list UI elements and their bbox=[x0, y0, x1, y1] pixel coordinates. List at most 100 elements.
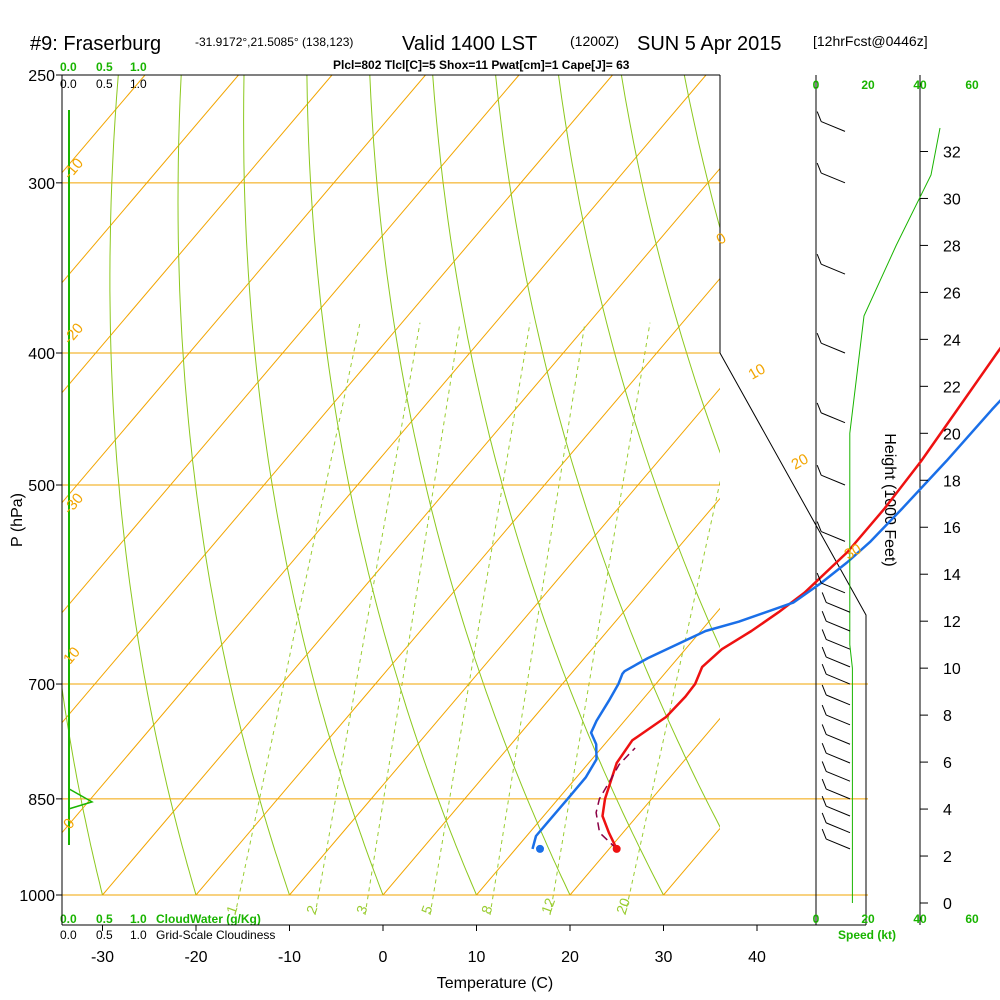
temperature-tick-label: 40 bbox=[748, 949, 766, 966]
dry-adiabat-line bbox=[177, 75, 290, 896]
chart-indices: Plcl=802 Tlcl[C]=5 Shox=11 Pwat[cm]=1 Ca… bbox=[333, 58, 630, 72]
pressure-tick-label: 500 bbox=[28, 478, 55, 495]
cloudiness-label: Grid-Scale Cloudiness bbox=[156, 928, 275, 942]
wind-barb-flag bbox=[816, 162, 822, 174]
wind-barb-shaft bbox=[826, 656, 851, 668]
isotherm-label: 30 bbox=[842, 540, 865, 563]
wind-barb-shaft bbox=[821, 263, 846, 275]
wind-barb-shaft bbox=[826, 822, 851, 834]
cloudiness-scale-top-0: 0.0 bbox=[60, 77, 77, 91]
temperature-tick-label: 10 bbox=[468, 949, 486, 966]
temperature-axis-label: Temperature (C) bbox=[437, 975, 553, 992]
wind-panel bbox=[816, 111, 941, 903]
pressure-tick-label: 850 bbox=[28, 792, 55, 809]
cloud-scale-top-1: 1.0 bbox=[130, 60, 147, 74]
speed-tick-label-bottom: 60 bbox=[965, 912, 979, 926]
speed-tick-label-top: 20 bbox=[861, 78, 875, 92]
speed-tick-label-top: 0 bbox=[813, 78, 820, 92]
isotherm-label: 20 bbox=[789, 450, 812, 473]
isotherm-label: 0 bbox=[714, 230, 730, 249]
plot-frame bbox=[61, 74, 921, 926]
pressure-tick-label: 400 bbox=[28, 346, 55, 363]
wind-barb-flag bbox=[816, 111, 822, 122]
pressure-tick-label: 300 bbox=[28, 176, 55, 193]
mixing-ratio-label: 8 bbox=[478, 903, 496, 916]
mixing-ratio-line bbox=[624, 479, 720, 916]
mixing-ratio-label: 12 bbox=[538, 896, 558, 916]
series-temperature-line bbox=[601, 346, 1000, 850]
chart-title-valid: Valid 1400 LST bbox=[402, 33, 537, 55]
wind-barb-flag bbox=[821, 743, 827, 754]
temperature-tick-label: 20 bbox=[561, 949, 579, 966]
cloud-scale-bottom-1: 1.0 bbox=[130, 912, 147, 926]
wind-barb-flag bbox=[821, 684, 827, 696]
dry-adiabat-line bbox=[109, 75, 197, 896]
wind-barb-flag bbox=[821, 629, 827, 640]
isotherm-label: -20 bbox=[60, 320, 87, 348]
wind-barb-flag bbox=[821, 664, 827, 675]
mixing-ratio-line bbox=[489, 322, 586, 916]
wind-barb-flag bbox=[821, 796, 827, 807]
pressure-axis-label: P (hPa) bbox=[9, 493, 26, 547]
mixing-ratio-line bbox=[234, 322, 361, 916]
mixing-ratio-line bbox=[549, 322, 651, 916]
wind-barb-flag bbox=[821, 646, 827, 658]
wind-barb-shaft bbox=[826, 788, 851, 800]
wind-barb-flag bbox=[821, 592, 827, 603]
wind-barb-shaft bbox=[826, 752, 851, 764]
wind-barb-shaft bbox=[826, 805, 851, 817]
series-dewpoint-line bbox=[531, 399, 1000, 850]
chart-title-coords: -31.9172°,21.5085° (138,123) bbox=[195, 35, 353, 49]
chart-title-group: #9: Fraserburg -31.9172°,21.5085° (138,1… bbox=[30, 33, 928, 72]
temperature-tick-label: -30 bbox=[91, 949, 114, 966]
surface-dewpoint-point bbox=[536, 844, 545, 853]
cloudiness-scale-bottom-0: 0.0 bbox=[60, 928, 77, 942]
chart-title-forecast: [12hrFcst@0446z] bbox=[813, 33, 928, 49]
cloud-scale-top-0: 0.0 bbox=[60, 60, 77, 74]
wind-barb-shaft bbox=[826, 733, 851, 745]
dry-adiabat-line bbox=[810, 75, 1000, 895]
series-parcel-line bbox=[595, 747, 636, 850]
cloud-scale-bottom-05: 0.5 bbox=[96, 912, 113, 926]
dry-adiabat-line bbox=[62, 684, 103, 896]
cloud-scale-top: 0.0 0.5 1.0 0.0 0.5 1.0 bbox=[60, 60, 147, 91]
dry-adiabat-lines bbox=[62, 75, 1000, 896]
height-tick-label: 10 bbox=[943, 661, 961, 678]
isotherm-line bbox=[62, 75, 333, 394]
wind-barb-shaft bbox=[821, 582, 846, 594]
chart-title-zulu: (1200Z) bbox=[570, 33, 619, 49]
isotherm-label: -10 bbox=[60, 155, 87, 183]
height-tick-label: 12 bbox=[943, 614, 961, 631]
dry-adiabat-line bbox=[369, 75, 571, 896]
height-tick-label: 32 bbox=[943, 144, 961, 161]
dry-adiabat-line bbox=[620, 75, 720, 454]
chart-title-date: SUN 5 Apr 2015 bbox=[637, 33, 782, 55]
wind-speed-profile bbox=[849, 127, 941, 903]
isotherm-label: -30 bbox=[60, 490, 87, 518]
dry-adiabat-line bbox=[306, 75, 477, 896]
mixing-ratio-label: 3 bbox=[353, 903, 371, 916]
wind-barb-shaft bbox=[826, 673, 851, 685]
isobar-lines bbox=[62, 74, 868, 896]
height-tick-label: 14 bbox=[943, 567, 961, 584]
wind-barb-flag bbox=[816, 333, 822, 344]
speed-tick-label-bottom: 0 bbox=[813, 912, 820, 926]
wind-barb-flag bbox=[821, 724, 827, 735]
height-tick-label: 0 bbox=[943, 896, 952, 913]
dry-adiabat-line bbox=[495, 75, 720, 828]
speed-tick-label-bottom: 40 bbox=[913, 912, 927, 926]
cloudiness-scale-bottom-1: 1.0 bbox=[130, 928, 147, 942]
wind-barb-flag bbox=[816, 254, 822, 265]
wind-barb-flag bbox=[821, 704, 827, 716]
temperature-tick-label: -10 bbox=[278, 949, 301, 966]
height-tick-label: 26 bbox=[943, 285, 961, 302]
temperature-tick-label: 0 bbox=[379, 949, 388, 966]
dry-adiabat-line bbox=[558, 75, 720, 649]
cloud-scale-top-05: 0.5 bbox=[96, 60, 113, 74]
cloud-scale-bottom: 0.0 0.5 1.0 CloudWater (g/Kg) 0.0 0.5 1.… bbox=[60, 912, 275, 942]
height-tick-label: 4 bbox=[943, 802, 952, 819]
wind-barb-flag bbox=[821, 778, 827, 790]
wind-barb-flag bbox=[816, 572, 822, 584]
temperature-tick-label: -20 bbox=[184, 949, 207, 966]
